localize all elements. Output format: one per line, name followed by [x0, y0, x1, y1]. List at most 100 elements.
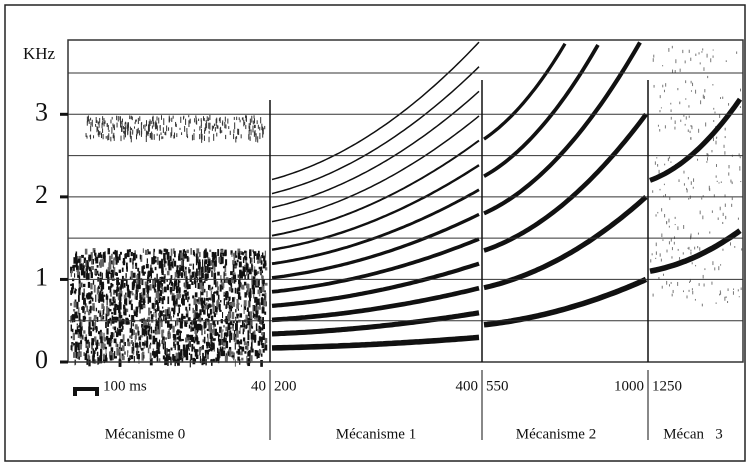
noise — [185, 344, 188, 353]
noise — [204, 259, 208, 265]
noise — [154, 326, 158, 335]
noise — [144, 319, 147, 324]
noise — [188, 115, 190, 118]
noise — [715, 164, 717, 167]
noise — [193, 251, 196, 257]
noise — [207, 333, 209, 339]
noise — [248, 300, 251, 308]
noise — [243, 304, 246, 310]
noise — [217, 351, 220, 360]
noise — [98, 273, 100, 277]
noise — [176, 336, 179, 340]
noise — [120, 135, 122, 142]
noise — [165, 131, 167, 136]
noise — [229, 330, 232, 336]
noise — [264, 311, 267, 315]
noise — [235, 317, 237, 321]
noise — [70, 345, 73, 351]
noise — [127, 289, 130, 298]
noise — [158, 282, 161, 287]
noise — [214, 314, 216, 317]
noise — [224, 355, 228, 363]
noise — [117, 287, 120, 292]
noise — [164, 341, 166, 348]
noise — [152, 329, 155, 334]
noise — [150, 270, 153, 279]
noise — [174, 359, 176, 367]
noise — [253, 334, 257, 341]
noise — [178, 265, 181, 268]
noise — [241, 357, 244, 361]
noise — [121, 325, 124, 330]
noise — [129, 257, 132, 263]
noise — [211, 330, 214, 334]
noise — [141, 294, 144, 302]
noise — [93, 322, 97, 330]
noise — [104, 357, 108, 363]
noise — [697, 158, 699, 161]
noise — [213, 272, 217, 280]
noise — [250, 341, 253, 350]
noise — [228, 349, 231, 357]
noise — [112, 134, 114, 139]
noise — [264, 344, 268, 351]
noise — [239, 327, 241, 334]
noise — [178, 351, 180, 355]
noise — [153, 134, 155, 140]
noise — [71, 328, 74, 333]
noise — [187, 343, 190, 350]
noise — [132, 252, 136, 261]
noise — [108, 129, 110, 133]
noise — [736, 51, 738, 54]
noise — [128, 297, 130, 301]
noise — [154, 289, 157, 293]
noise — [255, 323, 258, 331]
noise — [258, 266, 262, 270]
noise — [680, 119, 682, 122]
noise — [196, 268, 198, 277]
noise — [261, 342, 264, 349]
noise — [694, 246, 696, 250]
noise — [213, 279, 217, 285]
noise — [77, 258, 81, 263]
noise — [246, 343, 249, 351]
noise — [211, 125, 213, 131]
noise — [722, 96, 724, 99]
noise — [239, 341, 241, 344]
noise — [186, 291, 189, 296]
noise — [70, 266, 73, 274]
noise — [88, 329, 91, 336]
noise — [103, 118, 105, 121]
y-tick-label: 3 — [35, 97, 48, 126]
noise — [116, 344, 119, 348]
noise — [252, 249, 254, 252]
noise — [246, 355, 248, 364]
noise — [90, 327, 93, 330]
noise — [659, 95, 661, 99]
noise — [660, 258, 662, 262]
noise — [203, 118, 205, 122]
noise — [156, 349, 159, 353]
noise — [232, 264, 235, 273]
noise — [107, 124, 109, 130]
noise — [248, 134, 250, 140]
noise — [149, 132, 151, 138]
noise — [150, 134, 152, 140]
noise — [699, 62, 701, 65]
noise — [151, 125, 153, 129]
noise — [97, 286, 100, 293]
noise — [206, 116, 208, 122]
noise — [156, 122, 158, 129]
noise — [220, 348, 223, 356]
noise — [199, 126, 201, 131]
noise — [171, 293, 175, 296]
noise — [134, 335, 136, 343]
noise — [686, 189, 688, 193]
noise — [254, 272, 258, 276]
noise — [185, 118, 187, 125]
noise — [75, 256, 79, 264]
noise — [192, 307, 194, 314]
noise — [208, 122, 210, 129]
noise — [141, 297, 143, 300]
noise — [81, 306, 84, 310]
